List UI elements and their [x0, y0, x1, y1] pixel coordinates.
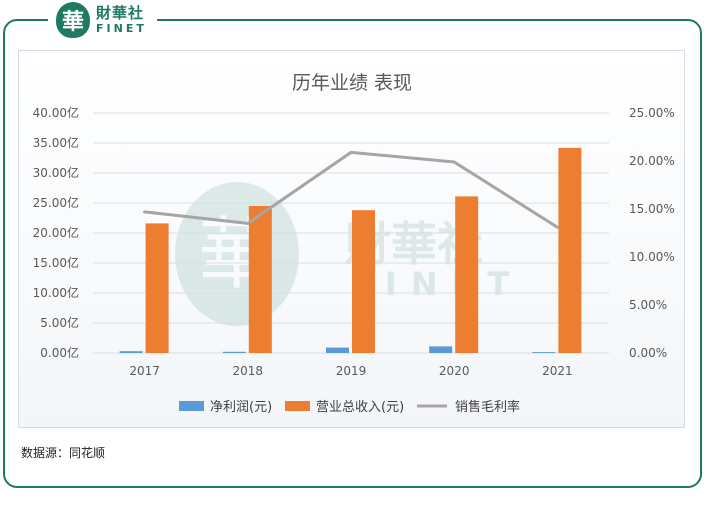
- x-tick-label: 2021: [542, 364, 573, 378]
- y-right-tick-label: 20.00%: [629, 154, 675, 168]
- bar-net-profit: [119, 351, 143, 353]
- gross-margin-point: [143, 210, 147, 214]
- gross-margin-point: [555, 225, 559, 229]
- y-left-tick-label: 40.00亿: [33, 105, 79, 120]
- y-left-tick-label: 15.00亿: [33, 255, 79, 270]
- y-left-tick-label: 25.00亿: [33, 195, 79, 210]
- bar-revenue: [455, 196, 479, 353]
- y-left-tick-label: 0.00亿: [40, 345, 79, 360]
- y-axis-left: 0.00亿 5.00亿 10.00亿 15.00亿 20.00亿 25.00亿 30.00亿…: [33, 105, 79, 360]
- gross-margin-point: [349, 150, 353, 154]
- gross-margin-point: [246, 221, 250, 225]
- x-tick-label: 2019: [336, 364, 367, 378]
- bar-net-profit: [222, 351, 246, 353]
- y-left-tick-label: 10.00亿: [33, 285, 79, 300]
- chart: 華 財華社 FINET 历年业绩 表现 0.00亿5.00亿10.00亿15.0…: [33, 72, 675, 415]
- y-left-tick-label: 30.00亿: [33, 165, 79, 180]
- bar-net-profit: [326, 347, 349, 353]
- watermark-name-en: FINET: [349, 265, 523, 303]
- y-left-tick-label: 5.00亿: [40, 315, 79, 330]
- brand-mark-icon: 華: [56, 2, 90, 38]
- brand-name-cn: 財華社: [96, 4, 145, 22]
- chart-title: 历年业绩 表现: [292, 72, 412, 94]
- gross-margin-point: [452, 160, 456, 164]
- y-right-tick-label: 10.00%: [629, 250, 675, 264]
- source-note: 数据源：同花顺: [21, 446, 106, 460]
- bar-revenue: [248, 206, 272, 353]
- bar-net-profit: [532, 352, 556, 353]
- bar-revenue: [558, 147, 582, 353]
- y-right-tick-label: 5.00%: [629, 298, 667, 312]
- line-series: [143, 150, 559, 229]
- chart-panel: 華 財華社 FINET 历年业绩 表现 0.00亿 5.00亿 10.00亿 15.0…: [18, 50, 685, 428]
- y-left-tick-label: 20.00亿: [33, 225, 79, 240]
- legend-label: 营业总收入(元): [316, 400, 404, 415]
- bars: [119, 147, 582, 353]
- bar-revenue: [352, 210, 375, 353]
- y-right-tick-label: 0.00%: [629, 346, 667, 360]
- x-axis: 2017 2018 2019 2020 2021: [129, 364, 572, 378]
- x-tick-label: 2018: [233, 364, 264, 378]
- brand-logo: 華 財華社 FINET: [48, 0, 157, 40]
- x-tick-label: 2020: [439, 364, 470, 378]
- y-right-tick-label: 25.00%: [629, 106, 675, 120]
- y-right-tick-label: 15.00%: [629, 202, 675, 216]
- legend-label: 销售毛利率: [455, 399, 520, 415]
- x-tick-label: 2017: [129, 364, 160, 378]
- brand-name-en: FINET: [96, 22, 147, 35]
- legend-swatch: [179, 401, 204, 411]
- legend-swatch: [285, 401, 310, 411]
- legend: 净利润(元) 营业总收入(元) 销售毛利率: [179, 399, 520, 415]
- bar-net-profit: [429, 346, 453, 353]
- grid: [93, 112, 609, 354]
- bar-revenue: [145, 223, 169, 353]
- legend-label: 净利润(元): [210, 400, 272, 415]
- outer-frame: [3, 19, 702, 488]
- y-axis-right: 0.00% 5.00% 10.00% 15.00% 20.00% 25.00%: [629, 106, 675, 360]
- y-left-tick-label: 35.00亿: [33, 135, 79, 150]
